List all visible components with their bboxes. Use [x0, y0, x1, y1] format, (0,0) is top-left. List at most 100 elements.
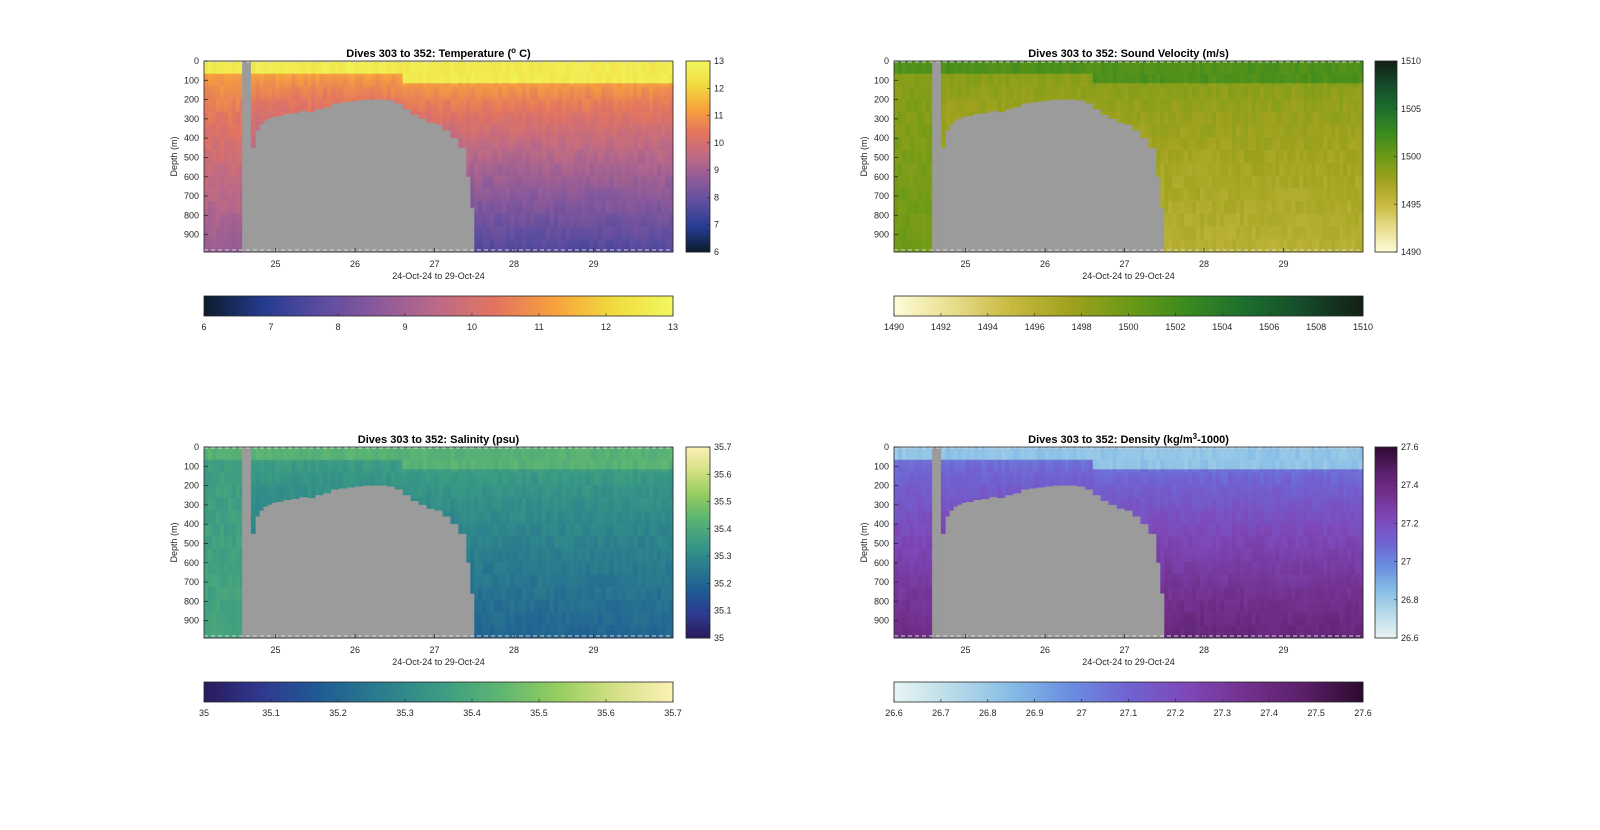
chart-panel-temperature: Dives 303 to 352: Temperature (o C) 0 100 2… [169, 46, 724, 332]
x-tick-label: 25 [961, 259, 971, 269]
y-tick-label: 700 [874, 577, 889, 587]
chart-title: Dives 303 to 352: Salinity (psu) [358, 434, 520, 446]
colorbar-tick-label: 10 [714, 138, 724, 148]
y-tick-label: 0 [884, 442, 889, 452]
colorbar-tick-label: 12 [714, 83, 724, 93]
colorbar-tick-label: 35.3 [396, 708, 414, 718]
colorbar-tick-label: 1500 [1118, 322, 1138, 332]
x-tick-label: 29 [589, 645, 599, 655]
colorbar-tick-label: 13 [668, 322, 678, 332]
colorbar-tick-label: 1506 [1259, 322, 1279, 332]
horizontal-colorbar: 35 35.1 35.2 35.3 35.4 35.5 35.6 35.7 [199, 682, 682, 718]
y-axis-label: Depth (m) [169, 136, 179, 176]
y-tick-label: 300 [874, 500, 889, 510]
colorbar-tick-label: 27 [1077, 708, 1087, 718]
colorbar-tick-label: 26.9 [1026, 708, 1044, 718]
x-axis-label: 24-Oct-24 to 29-Oct-24 [392, 657, 485, 667]
y-tick-label: 500 [184, 538, 199, 548]
x-axis-label: 24-Oct-24 to 29-Oct-24 [392, 271, 485, 281]
colorbar-tick-label: 10 [467, 322, 477, 332]
colorbar-tick-label: 35.5 [530, 708, 548, 718]
y-tick-label: 600 [184, 558, 199, 568]
y-tick-label: 600 [874, 172, 889, 182]
y-tick-label: 800 [184, 596, 199, 606]
chart-title: Dives 303 to 352: Temperature (o C) [346, 46, 531, 60]
chart-panel-sound_velocity: Dives 303 to 352: Sound Velocity (m/s) 0 1… [859, 48, 1421, 332]
colorbar-tick-label: 26.6 [885, 708, 903, 718]
y-tick-label: 100 [184, 461, 199, 471]
colorbar-tick-label: 35.1 [262, 708, 280, 718]
colorbar-tick-label: 27 [1401, 557, 1411, 567]
horizontal-colorbar: 6 7 8 9 10 11 12 13 [201, 296, 678, 332]
y-tick-label: 300 [874, 114, 889, 124]
horizontal-colorbar: 26.6 26.7 26.8 26.9 27 27.1 27.2 27.3 27.4 27.5 27… [885, 682, 1372, 718]
colorbar-tick-label: 1508 [1306, 322, 1326, 332]
x-tick-label: 26 [1040, 259, 1050, 269]
colorbar-tick-label: 1505 [1401, 104, 1421, 114]
x-tick-label: 28 [1199, 259, 1209, 269]
colorbar-tick-label: 27.6 [1354, 708, 1372, 718]
x-axis-label: 24-Oct-24 to 29-Oct-24 [1082, 657, 1175, 667]
colorbar-tick-label: 7 [714, 220, 719, 230]
y-tick-label: 300 [184, 500, 199, 510]
colorbar-tick-label: 35.6 [597, 708, 615, 718]
colorbar-tick-label: 27.1 [1120, 708, 1138, 718]
y-tick-label: 100 [874, 461, 889, 471]
y-tick-label: 400 [184, 133, 199, 143]
colorbar-tick-label: 35 [714, 633, 724, 643]
y-tick-label: 100 [874, 75, 889, 85]
y-tick-label: 0 [884, 56, 889, 66]
x-tick-label: 28 [1199, 645, 1209, 655]
colorbar-tick-label: 27.4 [1260, 708, 1278, 718]
chart-title: Dives 303 to 352: Sound Velocity (m/s) [1028, 48, 1229, 60]
colorbar-tick-label: 26.8 [979, 708, 997, 718]
x-tick-label: 29 [589, 259, 599, 269]
colorbar-tick-label: 35.1 [714, 606, 732, 616]
chart-title-main: Dives 303 to 352: Sound Velocity (m/s) [1028, 48, 1229, 60]
x-tick-label: 25 [271, 259, 281, 269]
colorbar-tick-label: 1495 [1401, 199, 1421, 209]
colorbar-tick-label: 1490 [884, 322, 904, 332]
chart-panel-salinity: Dives 303 to 352: Salinity (psu)01002003… [169, 434, 732, 718]
x-tick-label: 28 [509, 645, 519, 655]
colorbar-tick-label: 12 [601, 322, 611, 332]
x-tick-label: 29 [1279, 645, 1289, 655]
colorbar-tick-label: 27.2 [1167, 708, 1185, 718]
y-tick-label: 800 [184, 210, 199, 220]
y-tick-label: 500 [874, 152, 889, 162]
y-tick-label: 400 [874, 133, 889, 143]
chart-title-tail: -1000) [1197, 434, 1229, 446]
y-tick-label: 100 [184, 75, 199, 85]
colorbar-tick-label: 35.3 [714, 551, 732, 561]
chart-title-main: Dives 303 to 352: Salinity (psu) [358, 434, 520, 446]
x-tick-label: 28 [509, 259, 519, 269]
x-tick-label: 27 [430, 645, 440, 655]
y-tick-label: 0 [194, 56, 199, 66]
colorbar-tick-label: 35.7 [664, 708, 682, 718]
x-axis-label: 24-Oct-24 to 29-Oct-24 [1082, 271, 1175, 281]
chart-title-tail: C) [516, 48, 531, 60]
y-tick-label: 500 [184, 152, 199, 162]
x-tick-label: 25 [961, 645, 971, 655]
y-tick-label: 600 [184, 172, 199, 182]
colorbar-tick-label: 26.7 [932, 708, 950, 718]
y-axis-label: Depth (m) [859, 522, 869, 562]
colorbar-tick-label: 26.6 [1401, 633, 1419, 643]
colorbar-tick-label: 35.2 [714, 578, 732, 588]
colorbar-tick-label: 13 [714, 56, 724, 66]
horizontal-colorbar: 1490 1492 1494 1496 1498 1500 1502 1504 1506 1508… [884, 296, 1373, 332]
colorbar-tick-label: 35.2 [329, 708, 347, 718]
colorbar-tick-label: 27.2 [1401, 518, 1419, 528]
colorbar-tick-label: 1494 [978, 322, 998, 332]
colorbar-tick-label: 11 [534, 322, 543, 332]
colorbar-tick-label: 1502 [1165, 322, 1185, 332]
colorbar-tick-label: 35.6 [714, 469, 732, 479]
y-tick-label: 200 [184, 95, 199, 105]
colorbar-tick-label: 6 [201, 322, 206, 332]
colorbar-tick-label: 8 [714, 192, 719, 202]
colorbar-tick-label: 1496 [1025, 322, 1045, 332]
x-tick-label: 29 [1279, 259, 1289, 269]
y-tick-label: 700 [184, 191, 199, 201]
